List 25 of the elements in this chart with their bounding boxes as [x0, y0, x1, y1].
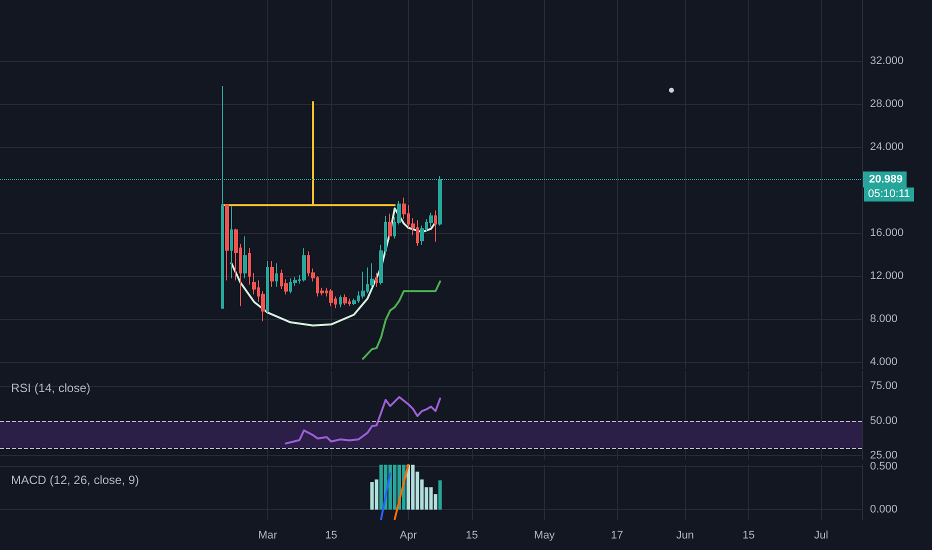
y-tick-label: 0.500 — [870, 460, 898, 472]
x-tick-label: 15 — [325, 530, 338, 542]
x-tick-label: Apr — [400, 530, 418, 542]
y-tick-label: 16.000 — [870, 227, 904, 240]
y-tick-label: 28.000 — [870, 98, 904, 110]
x-tick-label: Mar — [258, 530, 278, 542]
x-tick-label: May — [534, 530, 556, 542]
ref-line-label: 20.989 — [869, 174, 903, 186]
text: 05:10:11 — [868, 188, 910, 200]
text: MACD (12, 26, close, 9) — [11, 473, 140, 487]
y-tick-label: 8.000 — [870, 313, 898, 326]
y-tick-label: 50.00 — [870, 414, 898, 427]
y-tick-label: 4.000 — [870, 356, 898, 368]
x-tick-label: Jun — [676, 530, 694, 542]
y-tick-label: 0.000 — [870, 504, 898, 516]
y-tick-label: 12.000 — [870, 270, 904, 282]
x-tick-label: 15 — [466, 530, 478, 542]
y-tick-label: 24.000 — [870, 141, 904, 154]
x-tick-label: 17 — [610, 530, 624, 542]
y-tick-label: 75.00 — [870, 380, 898, 392]
x-tick-label: 15 — [742, 530, 755, 542]
y-tick-label: 32.000 — [870, 55, 904, 68]
y-tick-label: 25.00 — [870, 450, 898, 462]
text: RSI (14, close) — [11, 381, 90, 395]
x-tick-label: Jul — [814, 530, 828, 542]
